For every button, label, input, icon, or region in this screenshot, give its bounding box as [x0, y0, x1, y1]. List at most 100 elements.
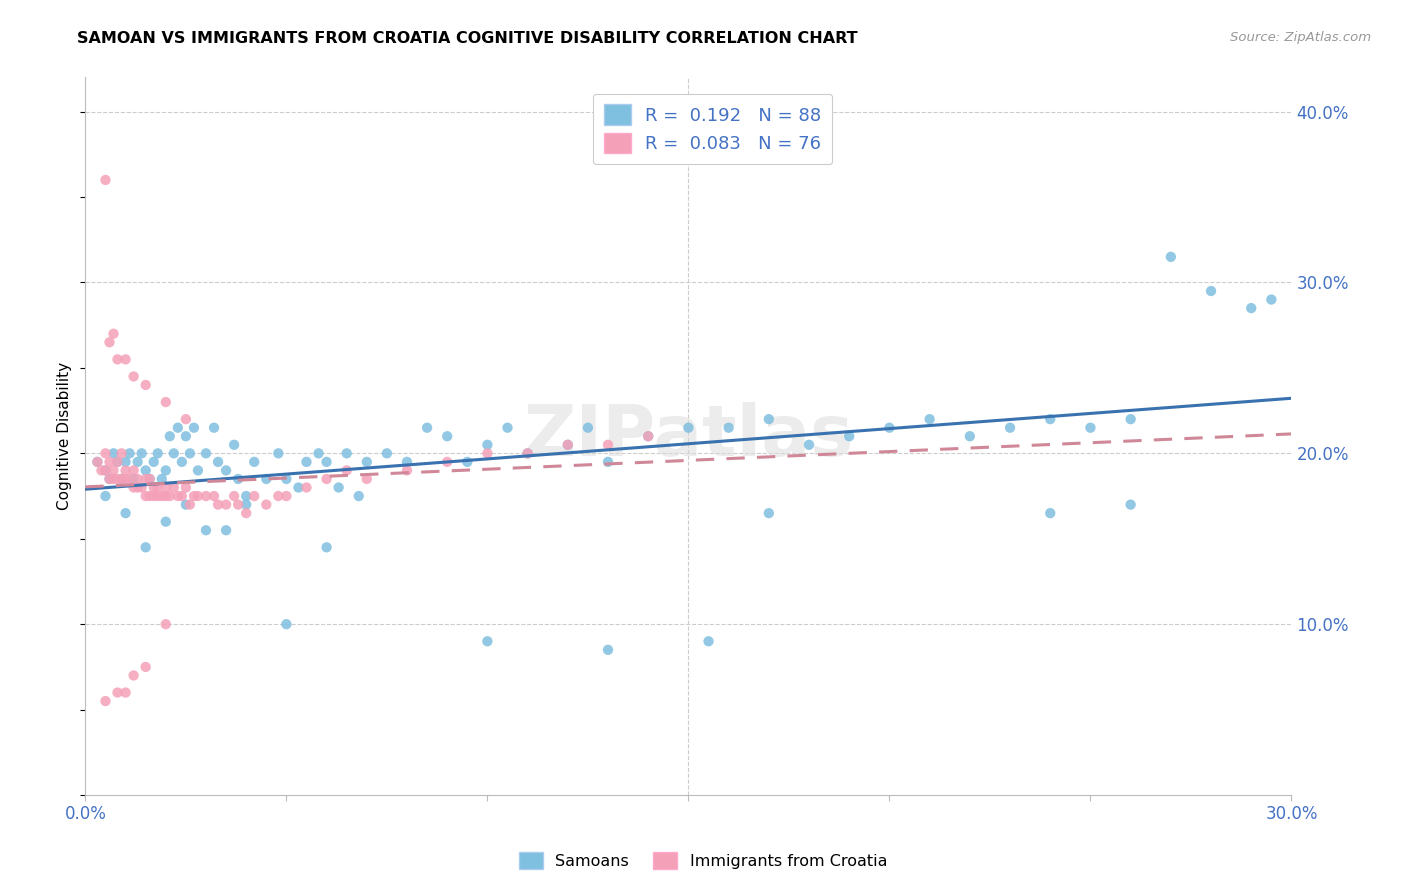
Point — [1119, 498, 1142, 512]
Point — [356, 455, 378, 469]
Y-axis label: Cognitive Disability: Cognitive Disability — [58, 362, 72, 510]
Text: Source: ZipAtlas.com: Source: ZipAtlas.com — [1230, 31, 1371, 45]
Point — [155, 489, 177, 503]
Point — [235, 506, 257, 520]
Point — [103, 463, 125, 477]
Point — [516, 446, 538, 460]
Point — [122, 481, 145, 495]
Point — [90, 463, 112, 477]
Point — [336, 446, 359, 460]
Point — [187, 489, 209, 503]
Point — [107, 472, 129, 486]
Point — [416, 420, 439, 434]
Point — [276, 489, 298, 503]
Point — [98, 472, 121, 486]
Point — [94, 173, 117, 187]
Point — [122, 369, 145, 384]
Point — [170, 455, 193, 469]
Point — [596, 455, 619, 469]
Point — [838, 429, 860, 443]
Point — [86, 455, 108, 469]
Point — [122, 472, 145, 486]
Point — [150, 472, 173, 486]
Point — [163, 446, 186, 460]
Point — [797, 438, 820, 452]
Point — [959, 429, 981, 443]
Point — [267, 489, 290, 503]
Point — [697, 634, 720, 648]
Point — [308, 446, 330, 460]
Point — [226, 498, 249, 512]
Point — [276, 472, 298, 486]
Point — [224, 438, 246, 452]
Point — [918, 412, 941, 426]
Point — [94, 463, 117, 477]
Point — [110, 472, 132, 486]
Point — [287, 481, 309, 495]
Point — [107, 455, 129, 469]
Point — [166, 420, 188, 434]
Point — [557, 438, 579, 452]
Point — [195, 446, 218, 460]
Point — [155, 515, 177, 529]
Point — [114, 352, 136, 367]
Point — [1039, 506, 1062, 520]
Point — [107, 352, 129, 367]
Point — [127, 455, 149, 469]
Point — [98, 455, 121, 469]
Point — [315, 472, 337, 486]
Point — [98, 335, 121, 350]
Point — [122, 668, 145, 682]
Point — [207, 455, 229, 469]
Point — [118, 472, 141, 486]
Point — [127, 472, 149, 486]
Legend: Samoans, Immigrants from Croatia: Samoans, Immigrants from Croatia — [512, 846, 894, 875]
Point — [456, 455, 478, 469]
Point — [1240, 301, 1263, 315]
Point — [135, 660, 157, 674]
Point — [146, 489, 169, 503]
Point — [295, 455, 318, 469]
Point — [127, 481, 149, 495]
Point — [395, 455, 418, 469]
Point — [170, 489, 193, 503]
Point — [1039, 412, 1062, 426]
Point — [395, 463, 418, 477]
Point — [477, 634, 499, 648]
Point — [215, 498, 238, 512]
Point — [187, 463, 209, 477]
Point — [163, 481, 186, 495]
Point — [202, 489, 225, 503]
Point — [336, 463, 359, 477]
Point — [155, 395, 177, 409]
Point — [131, 446, 153, 460]
Point — [94, 463, 117, 477]
Point — [1199, 284, 1222, 298]
Point — [758, 506, 780, 520]
Point — [114, 685, 136, 699]
Point — [243, 489, 266, 503]
Point — [135, 489, 157, 503]
Point — [94, 489, 117, 503]
Point — [135, 541, 157, 555]
Point — [138, 472, 160, 486]
Point — [103, 472, 125, 486]
Point — [195, 523, 218, 537]
Point — [998, 420, 1021, 434]
Point — [1080, 420, 1102, 434]
Point — [1160, 250, 1182, 264]
Point — [183, 489, 205, 503]
Point — [347, 489, 370, 503]
Point — [118, 446, 141, 460]
Point — [477, 438, 499, 452]
Point — [267, 446, 290, 460]
Point — [576, 420, 599, 434]
Point — [107, 685, 129, 699]
Point — [224, 489, 246, 503]
Point — [179, 446, 201, 460]
Point — [183, 420, 205, 434]
Point — [135, 463, 157, 477]
Point — [637, 429, 659, 443]
Point — [879, 420, 901, 434]
Point — [356, 472, 378, 486]
